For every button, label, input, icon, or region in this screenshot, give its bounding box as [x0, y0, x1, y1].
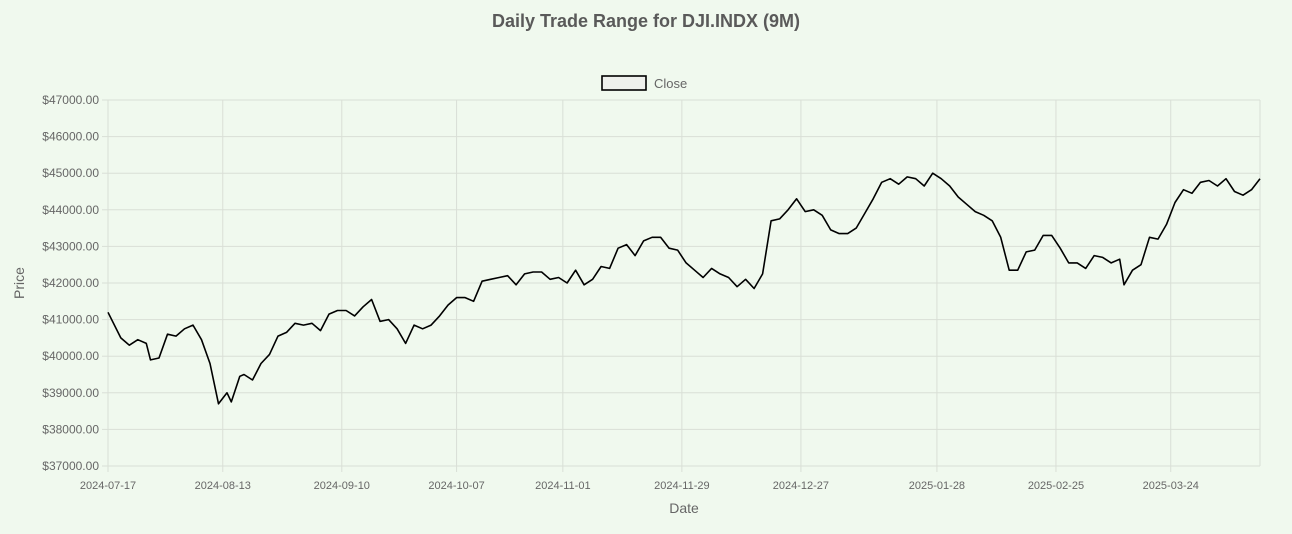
x-tick-label: 2024-12-27: [773, 480, 829, 492]
x-axis-label: Date: [669, 500, 699, 516]
legend-item-close[interactable]: Close: [601, 75, 687, 91]
y-tick-label: $43000.00: [42, 239, 99, 253]
y-tick-label: $46000.00: [42, 130, 99, 144]
x-tick-label: 2024-11-29: [654, 480, 709, 492]
x-tick-label: 2024-10-07: [428, 480, 484, 492]
x-axis: 2024-07-17 2024-08-13 2024-09-10 2024-10-07…: [80, 466, 1199, 492]
x-tick-label: 2024-08-13: [195, 480, 251, 492]
y-axis-label: Price: [11, 267, 27, 299]
legend-label: Close: [654, 76, 687, 91]
series-layer: [107, 172, 1261, 405]
y-tick-label: $47000.00: [42, 93, 99, 107]
x-tick-label: 2025-03-24: [1143, 480, 1199, 492]
y-tick-label: $37000.00: [42, 459, 99, 473]
y-tick-label: $45000.00: [42, 166, 99, 180]
grid: [107, 99, 1261, 467]
series-line-close: [107, 172, 1261, 405]
y-tick-label: $38000.00: [42, 422, 99, 436]
y-tick-label: $41000.00: [42, 313, 99, 327]
legend: Close: [601, 75, 687, 91]
y-axis: $37000.00 $38000.00 $39000.00 $40000.00 $410…: [42, 93, 108, 473]
x-tick-label: 2024-11-01: [535, 480, 590, 492]
chart-title: Daily Trade Range for DJI.INDX (9M): [492, 11, 800, 31]
y-tick-label: $42000.00: [42, 276, 99, 290]
y-tick-label: $39000.00: [42, 386, 99, 400]
x-tick-label: 2025-02-25: [1028, 480, 1084, 492]
y-tick-label: $40000.00: [42, 349, 99, 363]
x-tick-label: 2024-07-17: [80, 480, 136, 492]
legend-swatch: [601, 75, 647, 91]
x-tick-label: 2024-09-10: [314, 480, 370, 492]
x-tick-label: 2025-01-28: [909, 480, 965, 492]
y-tick-label: $44000.00: [42, 203, 99, 217]
